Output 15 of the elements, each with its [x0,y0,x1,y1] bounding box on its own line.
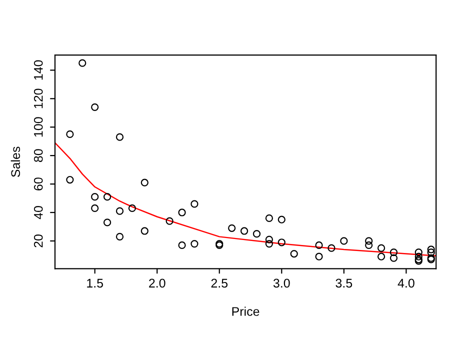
x-tick-label: 2.5 [211,278,228,288]
x-tick-label: 1.5 [87,278,103,288]
y-axis-title: Sales [10,146,20,177]
y-tick-label: 120 [34,88,43,108]
y-tick-label: 40 [34,206,43,220]
y-tick-label: 80 [34,149,43,162]
x-tick-label: 2.0 [149,278,166,288]
y-tick-label: 100 [34,117,43,137]
x-tick-label: 3.0 [273,278,290,288]
x-tick-label: 4.0 [398,278,414,288]
y-tick-label: 140 [34,60,43,80]
x-tick-label: 3.5 [336,278,352,288]
y-tick-label: 60 [34,178,43,190]
x-axis-title: Price [232,306,260,316]
y-tick-label: 20 [34,234,43,248]
